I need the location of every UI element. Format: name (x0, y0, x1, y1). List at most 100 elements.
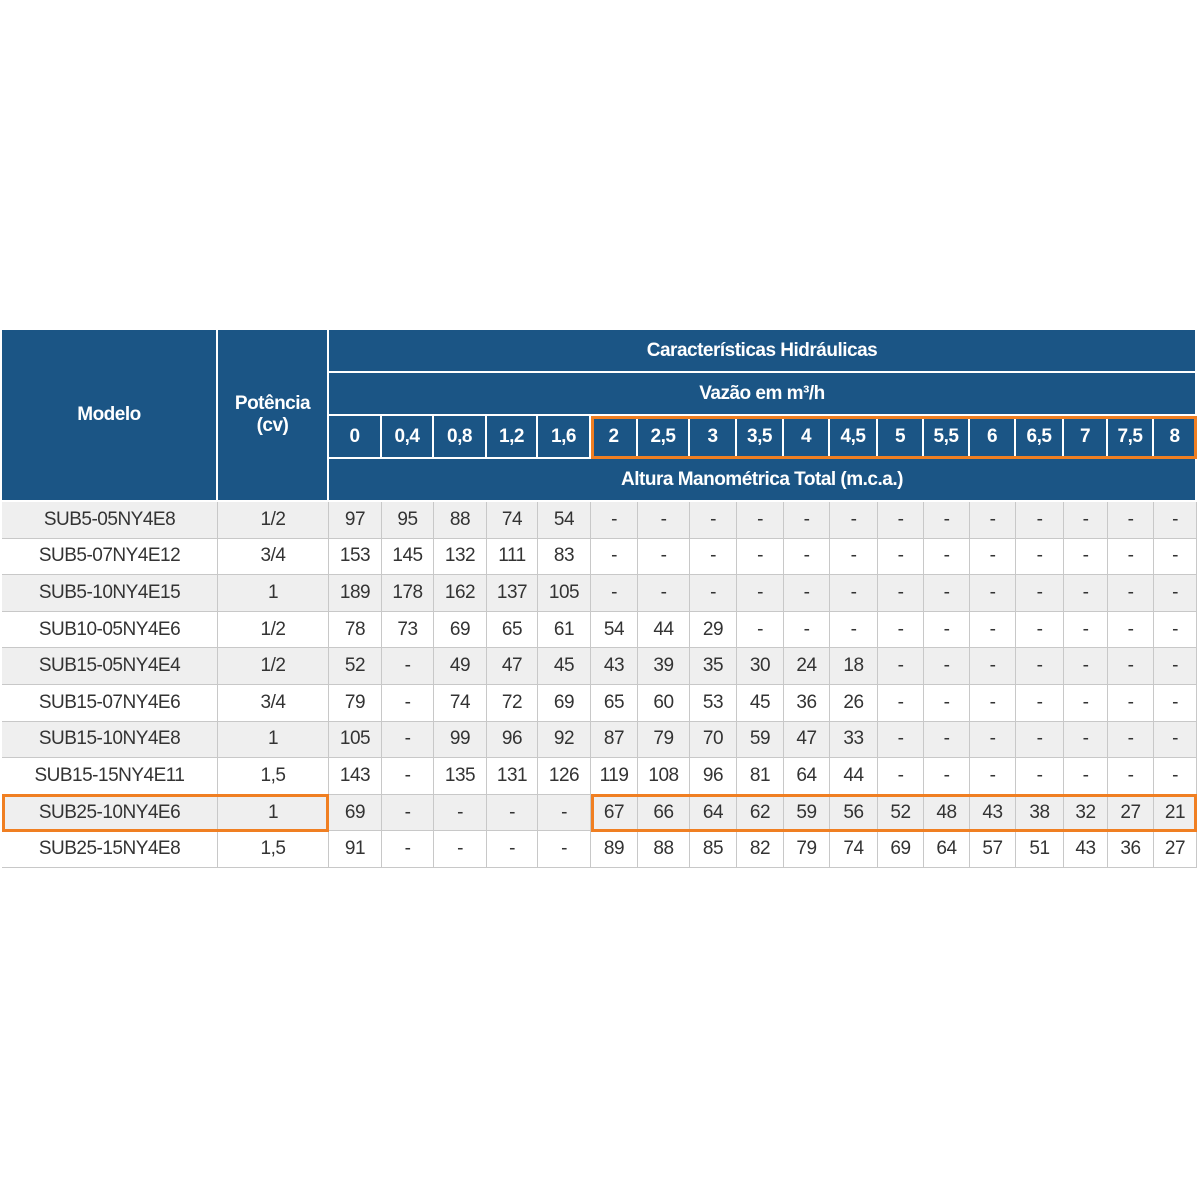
value-cell: 126 (538, 758, 591, 795)
value-cell: 135 (434, 758, 487, 795)
value-cell: 44 (638, 611, 690, 649)
header-flow: 7,5 (1108, 416, 1154, 459)
value-cell: - (1154, 685, 1197, 722)
value-cell: - (830, 575, 878, 612)
power-cell: 1/2 (218, 502, 329, 539)
header-flow-label: Vazão em m³/h (329, 373, 1197, 416)
value-cell: - (878, 648, 924, 685)
value-cell: 39 (638, 648, 690, 685)
model-cell: SUB5-10NY4E15 (2, 575, 218, 612)
model-cell: SUB15-10NY4E8 (2, 721, 218, 759)
value-cell: - (1154, 611, 1197, 649)
value-cell: 26 (830, 685, 878, 722)
value-cell: 83 (538, 538, 591, 576)
header-flow: 5 (878, 416, 924, 459)
value-cell: 59 (784, 794, 830, 832)
value-cell: - (784, 611, 830, 649)
value-cell: 33 (830, 721, 878, 759)
value-cell: - (970, 502, 1016, 539)
value-cell: 162 (434, 575, 487, 612)
value-cell: 96 (690, 758, 737, 795)
value-cell: - (970, 611, 1016, 649)
value-cell: 44 (830, 758, 878, 795)
header-flow: 0 (329, 416, 382, 459)
value-cell: 88 (434, 502, 487, 539)
value-cell: 24 (784, 648, 830, 685)
value-cell: - (1108, 685, 1154, 722)
value-cell: 27 (1108, 794, 1154, 832)
header-flow: 3 (690, 416, 737, 459)
value-cell: 65 (487, 611, 538, 649)
value-cell: - (382, 794, 434, 832)
header-head-label: Altura Manométrica Total (m.c.a.) (329, 459, 1197, 502)
value-cell: 131 (487, 758, 538, 795)
model-cell: SUB25-15NY4E8 (2, 831, 218, 868)
value-cell: - (690, 575, 737, 612)
value-cell: 78 (329, 611, 382, 649)
value-cell: - (924, 611, 970, 649)
value-cell: 85 (690, 831, 737, 868)
value-cell: 143 (329, 758, 382, 795)
value-cell: 51 (1016, 831, 1064, 868)
value-cell: - (382, 721, 434, 759)
value-cell: - (638, 575, 690, 612)
power-cell: 1 (218, 721, 329, 759)
value-cell: 79 (329, 685, 382, 722)
value-cell: 48 (924, 794, 970, 832)
value-cell: 69 (434, 611, 487, 649)
value-cell: - (1154, 648, 1197, 685)
value-cell: 111 (487, 538, 538, 576)
value-cell: - (434, 794, 487, 832)
value-cell: - (924, 721, 970, 759)
value-cell: - (591, 538, 638, 576)
value-cell: - (970, 575, 1016, 612)
value-cell: - (1108, 611, 1154, 649)
value-cell: 32 (1064, 794, 1108, 832)
value-cell: 87 (591, 721, 638, 759)
value-cell: - (737, 611, 784, 649)
value-cell: 137 (487, 575, 538, 612)
value-cell: 92 (538, 721, 591, 759)
value-cell: - (1108, 538, 1154, 576)
header-flow: 6 (970, 416, 1016, 459)
header-flow: 8 (1154, 416, 1197, 459)
value-cell: 62 (737, 794, 784, 832)
value-cell: 69 (878, 831, 924, 868)
value-cell: - (591, 502, 638, 539)
value-cell: - (1064, 502, 1108, 539)
value-cell: - (538, 831, 591, 868)
value-cell: 69 (329, 794, 382, 832)
value-cell: 54 (591, 611, 638, 649)
value-cell: 178 (382, 575, 434, 612)
header-flow: 1,2 (487, 416, 538, 459)
value-cell: - (878, 538, 924, 576)
value-cell: - (970, 648, 1016, 685)
value-cell: 74 (487, 502, 538, 539)
value-cell: 52 (329, 648, 382, 685)
model-cell: SUB25-10NY4E6 (2, 794, 218, 832)
header-flow: 5,5 (924, 416, 970, 459)
value-cell: 95 (382, 502, 434, 539)
value-cell: - (878, 502, 924, 539)
value-cell: 99 (434, 721, 487, 759)
model-cell: SUB15-15NY4E11 (2, 758, 218, 795)
value-cell: - (1064, 758, 1108, 795)
value-cell: 35 (690, 648, 737, 685)
value-cell: - (784, 502, 830, 539)
value-cell: - (1108, 575, 1154, 612)
value-cell: - (1108, 648, 1154, 685)
value-cell: - (1016, 721, 1064, 759)
value-cell: - (1016, 538, 1064, 576)
model-cell: SUB10-05NY4E6 (2, 611, 218, 649)
value-cell: - (1064, 685, 1108, 722)
value-cell: 56 (830, 794, 878, 832)
value-cell: - (1108, 502, 1154, 539)
value-cell: 52 (878, 794, 924, 832)
value-cell: 74 (434, 685, 487, 722)
value-cell: 30 (737, 648, 784, 685)
value-cell: 67 (591, 794, 638, 832)
value-cell: 18 (830, 648, 878, 685)
value-cell: 69 (538, 685, 591, 722)
value-cell: - (690, 538, 737, 576)
